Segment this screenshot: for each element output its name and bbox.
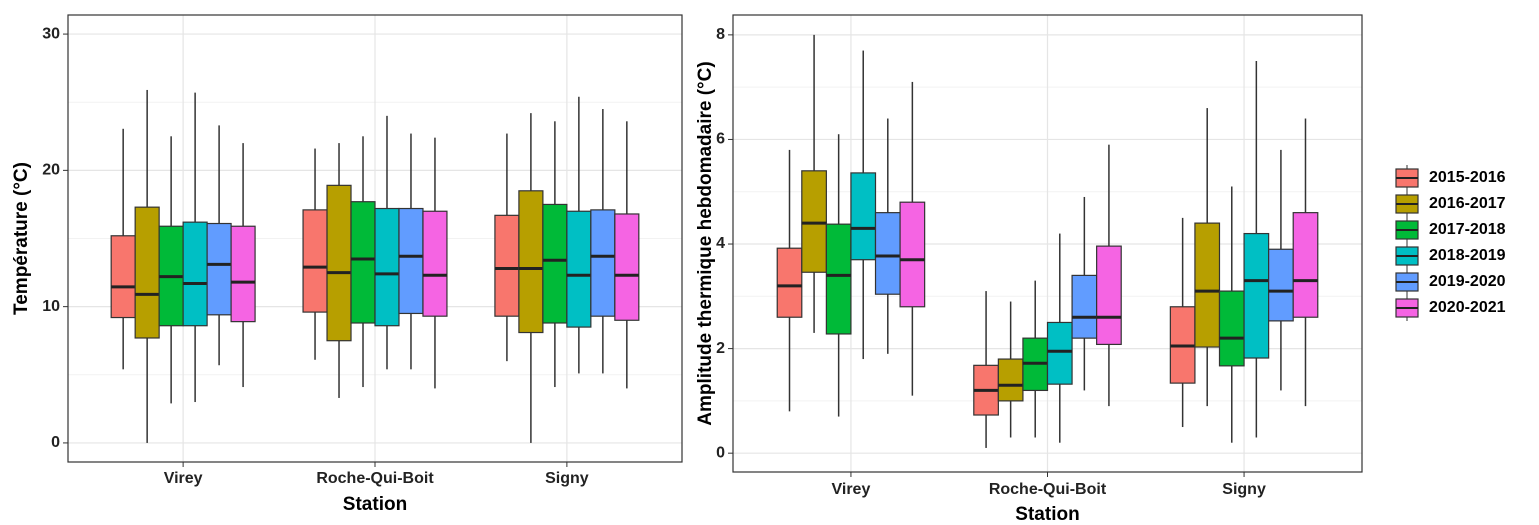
- legend-label: 2019-2020: [1429, 273, 1506, 290]
- legend-label: 2020-2021: [1429, 299, 1506, 316]
- box: [825, 223, 852, 335]
- box: [776, 247, 803, 318]
- box: [182, 221, 208, 327]
- box: [997, 358, 1024, 402]
- box: [899, 201, 926, 308]
- box: [1096, 245, 1122, 346]
- legend-label: 2017-2018: [1429, 221, 1506, 238]
- box: [614, 213, 640, 321]
- box: [398, 207, 424, 315]
- box: [566, 210, 592, 328]
- box: [134, 206, 160, 339]
- x-axis-title: Station: [1015, 504, 1079, 525]
- box: [110, 235, 136, 319]
- y-tick-label: 20: [42, 162, 60, 179]
- box: [1243, 232, 1270, 359]
- box: [302, 209, 328, 313]
- box: [542, 203, 568, 324]
- y-tick-label: 0: [51, 434, 60, 451]
- box: [350, 201, 376, 324]
- legend-label: 2015-2016: [1429, 169, 1506, 186]
- box: [206, 222, 232, 316]
- box: [874, 212, 901, 295]
- box: [374, 207, 400, 327]
- y-tick-label: 0: [716, 444, 725, 461]
- x-tick-label: Virey: [164, 470, 203, 487]
- box: [518, 190, 544, 334]
- x-tick-label: Signy: [1222, 481, 1266, 498]
- box: [1292, 212, 1319, 318]
- plot-border: [732, 14, 1363, 473]
- y-tick-label: 4: [716, 235, 725, 252]
- box: [1218, 290, 1245, 367]
- legend-label: 2018-2019: [1429, 247, 1506, 264]
- box: [1046, 321, 1073, 385]
- legend-label: 2016-2017: [1429, 195, 1506, 212]
- box: [326, 184, 352, 342]
- box: [422, 210, 448, 317]
- box: [850, 172, 877, 261]
- box: [1268, 248, 1294, 322]
- box: [801, 170, 827, 273]
- box: [1194, 222, 1221, 348]
- y-axis-title: Amplitude thermique hebdomadaire (°C): [695, 61, 716, 425]
- plot-border: [67, 14, 683, 463]
- y-tick-label: 6: [716, 131, 725, 148]
- x-axis-title: Station: [343, 494, 407, 515]
- x-tick-label: Virey: [832, 481, 871, 498]
- box: [1071, 274, 1098, 339]
- x-tick-label: Roche-Qui-Boit: [989, 481, 1107, 498]
- box: [230, 225, 256, 323]
- y-tick-label: 2: [716, 340, 725, 357]
- y-axis-title: Température (°C): [11, 162, 32, 315]
- y-tick-label: 30: [42, 25, 60, 42]
- y-tick-label: 8: [716, 26, 725, 43]
- box: [590, 209, 616, 317]
- box: [494, 214, 520, 317]
- x-tick-label: Signy: [545, 470, 589, 487]
- x-tick-label: Roche-Qui-Boit: [316, 470, 434, 487]
- y-tick-label: 10: [42, 298, 60, 315]
